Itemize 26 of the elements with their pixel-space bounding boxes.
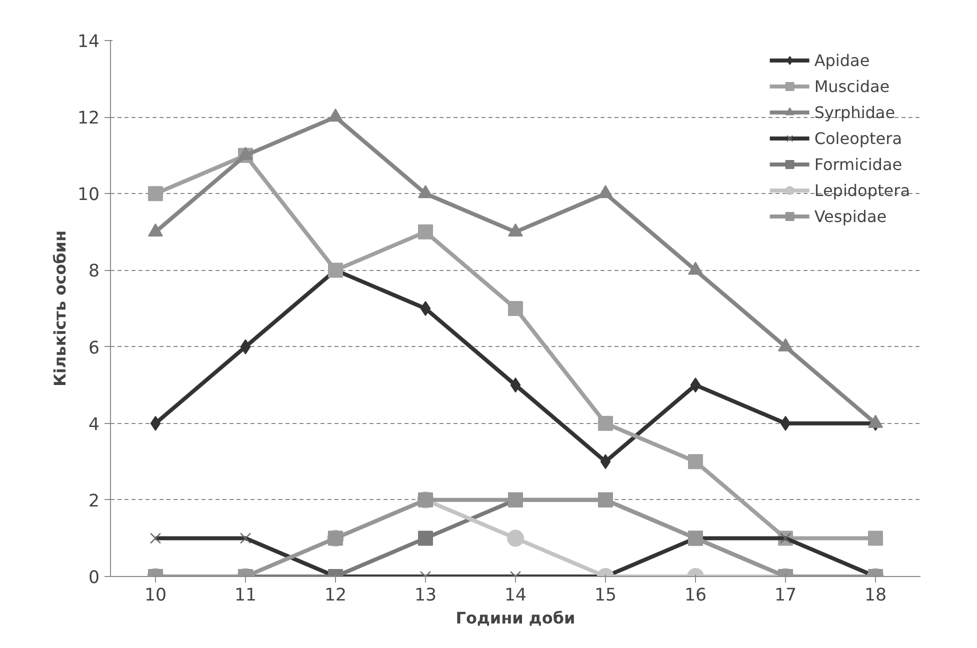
y-tick-label: 12 — [77, 108, 100, 129]
y-tick-label: 10 — [77, 185, 100, 206]
y-axis-title: Кількість особин — [50, 230, 70, 387]
y-tick-label: 0 — [88, 568, 100, 588]
y-tick-label: 8 — [88, 262, 100, 282]
x-tick-label: 18 — [864, 586, 887, 606]
legend-label: Syrphidae — [814, 102, 896, 122]
y-tick-label: 14 — [77, 32, 100, 52]
x-tick-label: 10 — [144, 586, 167, 606]
x-tick-label: 17 — [774, 586, 797, 606]
x-tick-label: 12 — [324, 586, 347, 606]
x-tick-label: 14 — [504, 586, 527, 606]
legend-label: Lepidoptera — [814, 180, 910, 200]
y-tick-label: 6 — [88, 338, 100, 358]
x-tick-label: 11 — [234, 586, 257, 606]
y-tick-label: 2 — [88, 491, 100, 512]
x-tick-label: 16 — [684, 586, 707, 606]
y-tick-label: 4 — [88, 414, 100, 435]
legend-label: Coleoptera — [814, 128, 902, 148]
legend-label: Vespidae — [814, 206, 887, 226]
x-tick-label: 15 — [594, 586, 617, 606]
x-tick-label: 13 — [414, 586, 437, 606]
x-axis-title: Години доби — [456, 608, 576, 628]
legend-label: Formicidae — [814, 154, 902, 174]
legend-label: Apidae — [814, 50, 870, 70]
legend-label: Muscidae — [814, 76, 890, 96]
